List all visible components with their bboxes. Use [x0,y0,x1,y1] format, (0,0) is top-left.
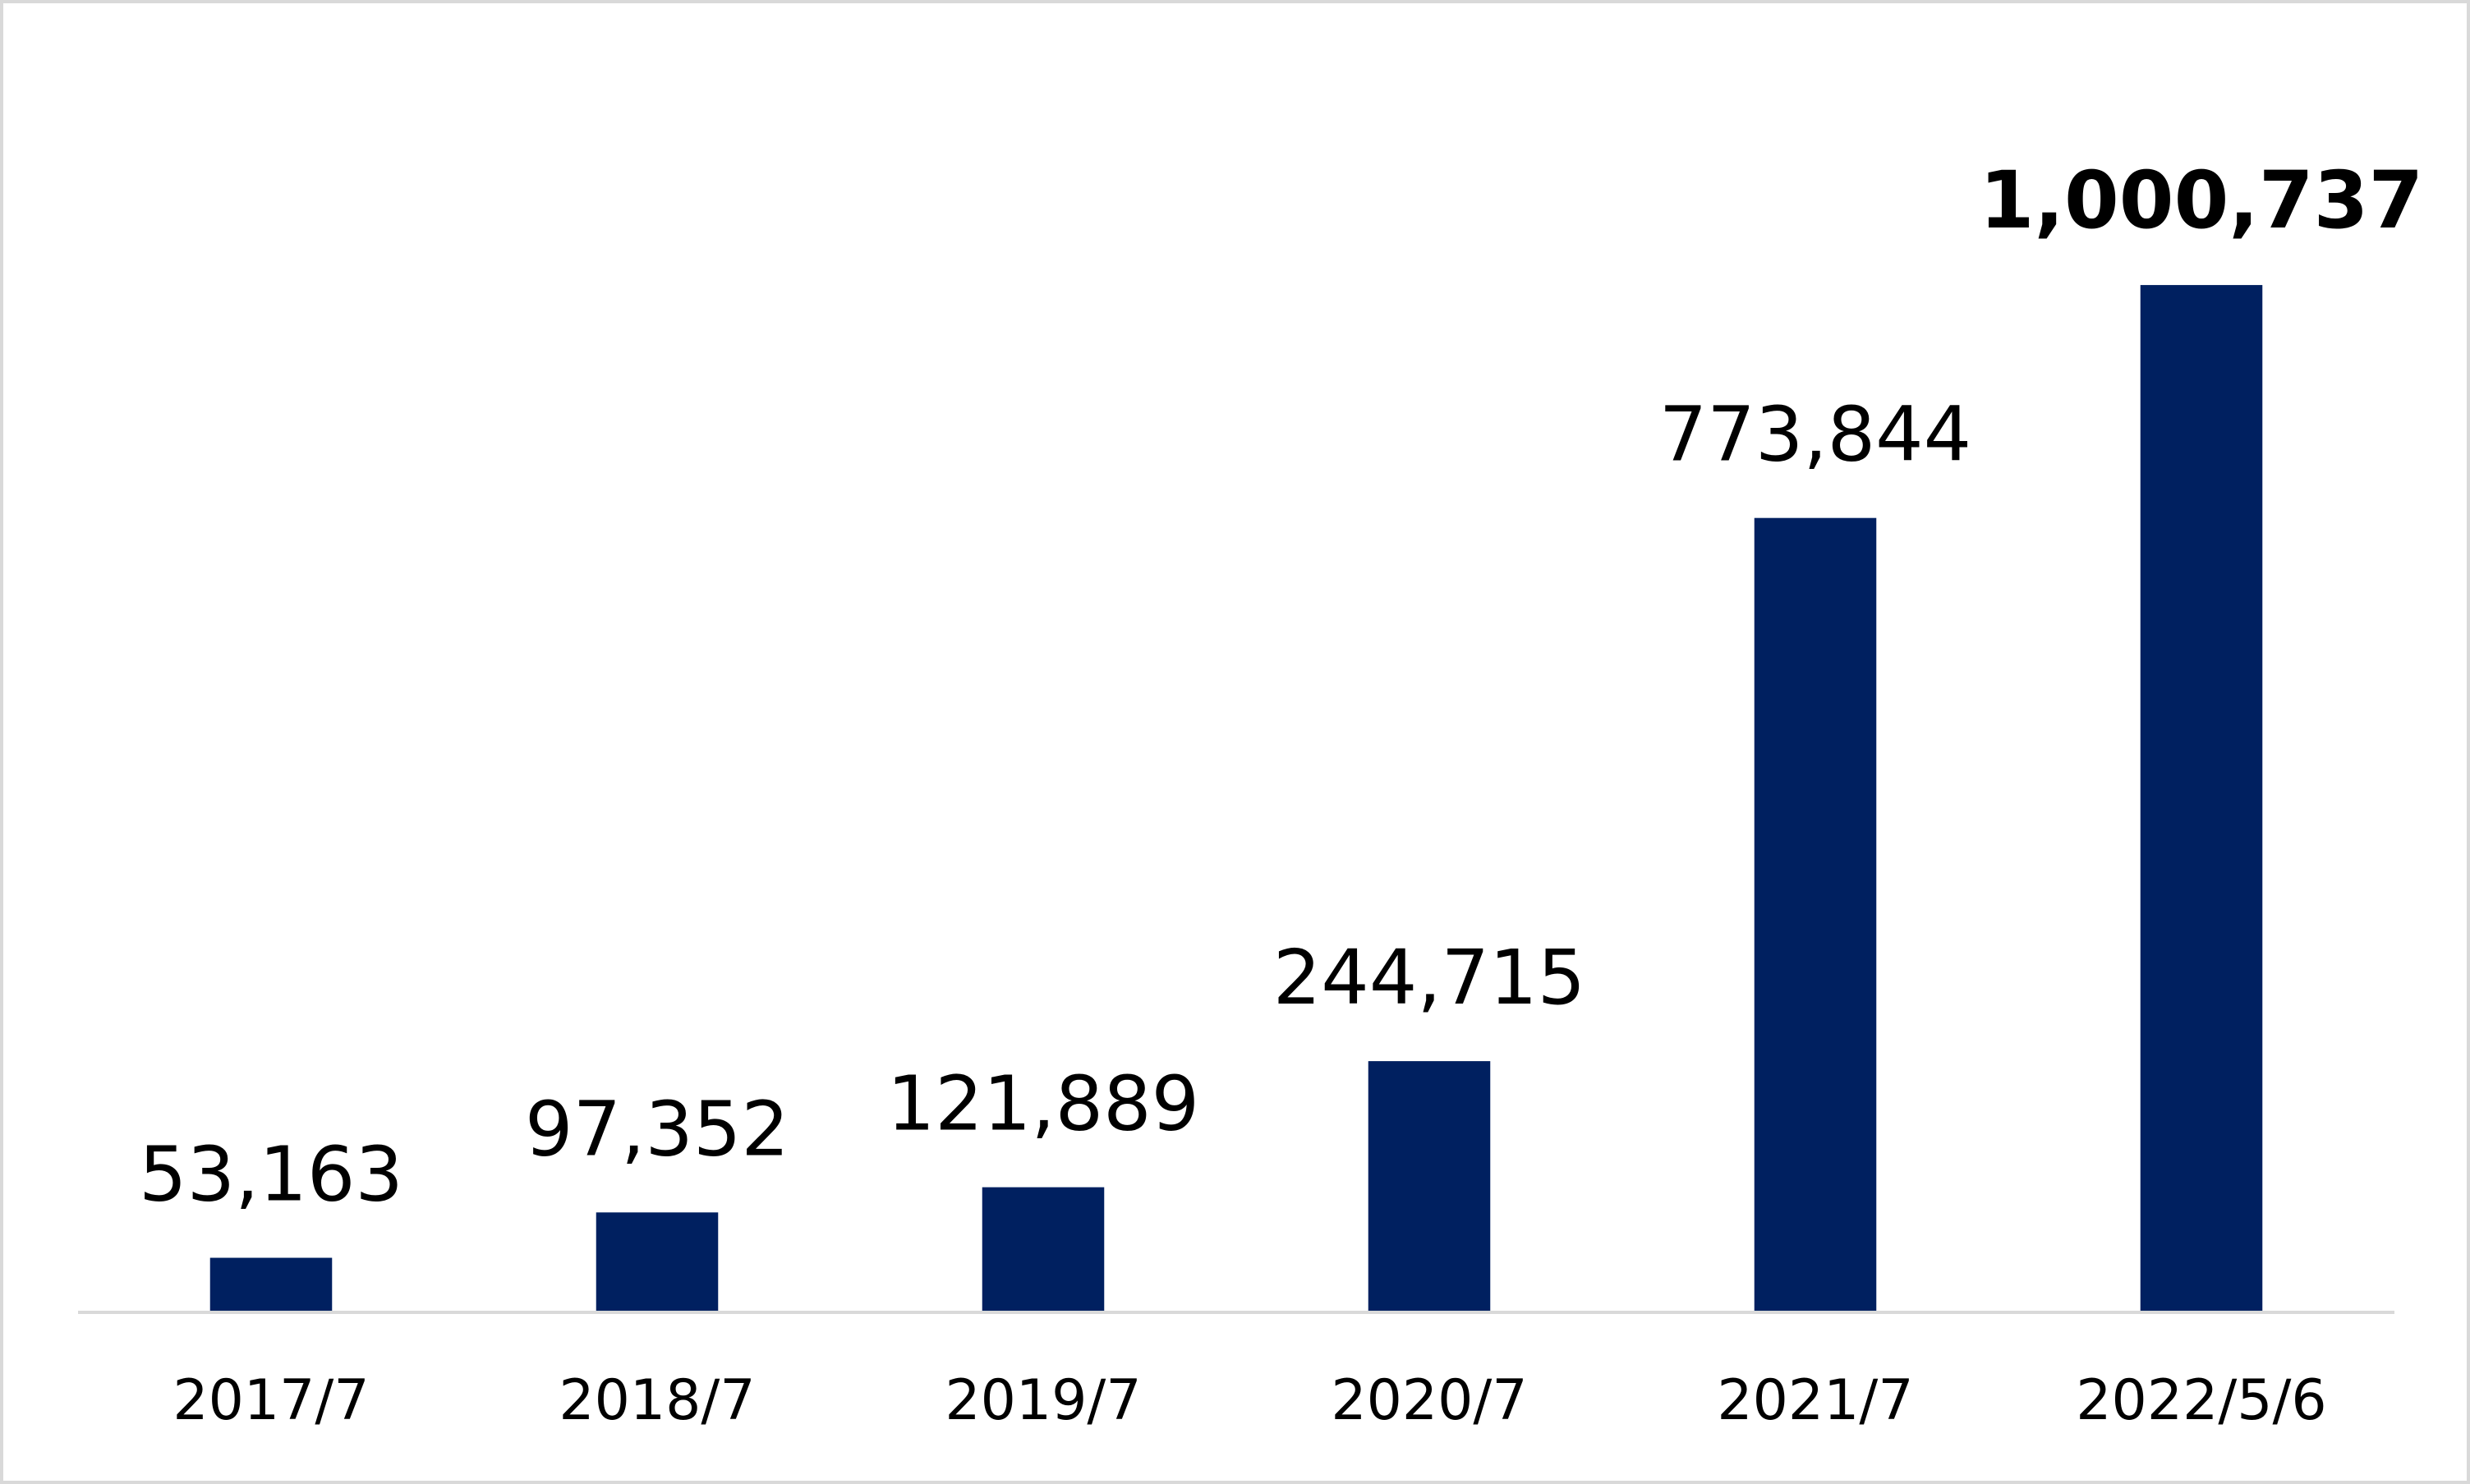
x-tick-label: 2021/7 [1717,1368,1913,1433]
bar [209,1257,333,1312]
bar [596,1212,719,1312]
x-tick-label: 2017/7 [172,1368,369,1433]
value-label: 53,163 [139,1131,403,1219]
x-tick-label: 2019/7 [945,1368,1141,1433]
x-tick-label: 2020/7 [1331,1368,1527,1433]
bar [982,1187,1105,1312]
x-tick-label: 2018/7 [559,1368,755,1433]
bar [1754,517,1877,1312]
value-label: 773,844 [1659,391,1971,479]
value-label: 1,000,737 [1980,154,2424,246]
value-label: 121,889 [887,1060,1199,1148]
bar [2140,285,2263,1312]
x-tick-label: 2022/5/6 [2076,1368,2326,1433]
value-label: 97,352 [525,1085,789,1173]
bar [1368,1061,1491,1312]
value-label: 244,715 [1273,934,1585,1022]
